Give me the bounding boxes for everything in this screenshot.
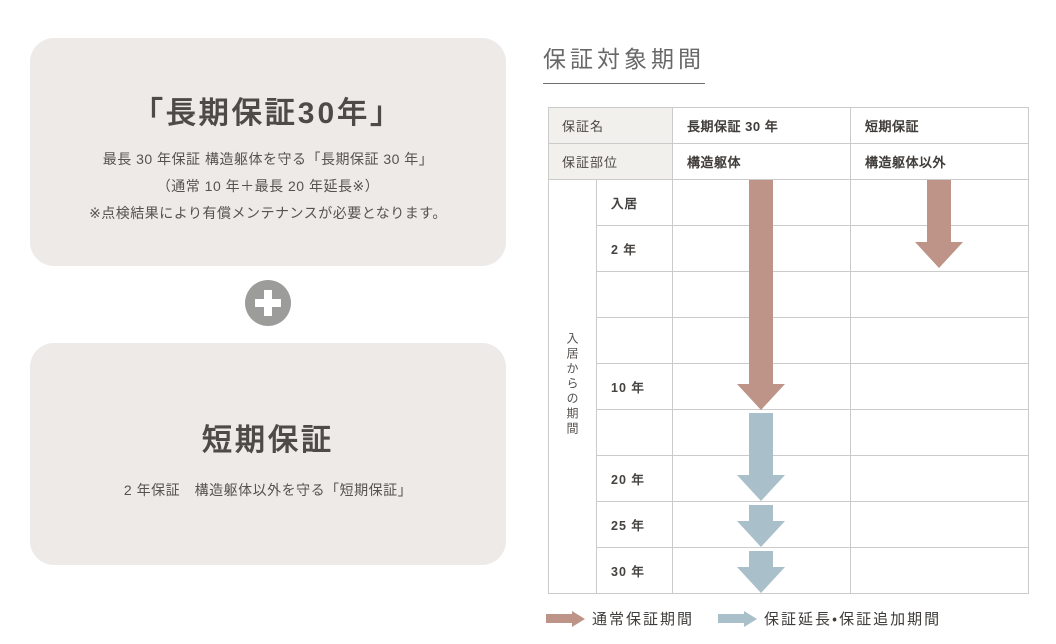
short-term-line-1: 2 年保証 構造躯体以外を守る「短期保証」	[123, 482, 413, 498]
short-term-warranty-card: 短期保証 2 年保証 構造躯体以外を守る「短期保証」	[30, 343, 506, 565]
long-term-warranty-card: 「長期保証30年」 最長 30 年保証 構造躯体を守る「長期保証 30 年」 （…	[30, 38, 506, 266]
legend-label-normal: 通常保証期間	[592, 611, 695, 628]
year-label	[595, 271, 674, 318]
long-term-extension-arrow-to-30y	[737, 551, 785, 593]
normal-period-arrow-icon	[546, 610, 585, 627]
warranty-name-label: 保証名	[547, 107, 674, 144]
table-row: 25 年	[549, 501, 1030, 548]
warranty-name-short: 短期保証	[850, 107, 1030, 144]
table-row-warranty-part: 保証部位 構造躯体 構造躯体以外	[547, 143, 1030, 180]
short-term-normal-period-arrow	[915, 180, 963, 268]
period-axis-cell: 入居からの期間	[548, 179, 597, 594]
warranty-part-label: 保証部位	[547, 143, 674, 180]
long-term-line-2: （通常 10 年＋最長 20 年延長※）	[156, 178, 380, 194]
long-term-line-3: ※点検結果により有償メンテナンスが必要となります。	[89, 205, 447, 221]
year-label: 20 年	[595, 455, 674, 502]
year-label: 2 年	[595, 225, 674, 272]
legend: 通常保証期間 保証延長・保証追加期間	[546, 608, 965, 629]
table-row	[549, 271, 1030, 318]
table-row: 10 年	[549, 363, 1030, 410]
year-label: 10 年	[595, 363, 674, 410]
warranty-period-table: 保証名 長期保証 30 年 短期保証 保証部位 構造躯体 構造躯体以外 入居から…	[547, 107, 1030, 594]
period-axis-label: 入居からの期間	[565, 331, 579, 437]
extension-period-arrow-icon	[718, 610, 758, 627]
legend-label-extension: 保証延長・保証追加期間	[764, 611, 942, 628]
plus-icon	[245, 280, 291, 326]
legend-item-extension: 保証延長・保証追加期間	[718, 608, 941, 629]
section-title: 保証対象期間	[543, 40, 705, 84]
long-term-normal-period-arrow	[737, 180, 785, 410]
long-term-warranty-description: 最長 30 年保証 構造躯体を守る「長期保証 30 年」 （通常 10 年＋最長…	[30, 146, 506, 227]
table-row-warranty-name: 保証名 長期保証 30 年 短期保証	[547, 107, 1030, 144]
table-row: 20 年	[549, 455, 1030, 502]
long-term-extension-arrow-to-25y	[737, 505, 785, 547]
table-row	[549, 317, 1030, 364]
warranty-table: 保証名 長期保証 30 年 短期保証 保証部位 構造躯体 構造躯体以外 入居から…	[547, 107, 1030, 594]
year-label: 入居	[595, 179, 674, 226]
table-row: 30 年	[549, 547, 1030, 594]
warranty-part-short: 構造躯体以外	[850, 143, 1030, 180]
long-term-extension-arrow-to-20y	[737, 413, 785, 501]
warranty-name-long: 長期保証 30 年	[672, 107, 852, 144]
long-term-line-1: 最長 30 年保証 構造躯体を守る「長期保証 30 年」	[102, 151, 434, 167]
legend-item-normal: 通常保証期間	[546, 608, 694, 629]
long-term-warranty-title: 「長期保証30年」	[132, 97, 404, 130]
year-label: 30 年	[595, 547, 674, 594]
short-term-warranty-title: 短期保証	[202, 424, 334, 457]
year-label: 25 年	[595, 501, 674, 548]
warranty-part-long: 構造躯体	[672, 143, 852, 180]
short-term-warranty-description: 2 年保証 構造躯体以外を守る「短期保証」	[30, 477, 506, 504]
table-row	[549, 409, 1030, 456]
year-label	[595, 409, 674, 456]
year-label	[595, 317, 674, 364]
